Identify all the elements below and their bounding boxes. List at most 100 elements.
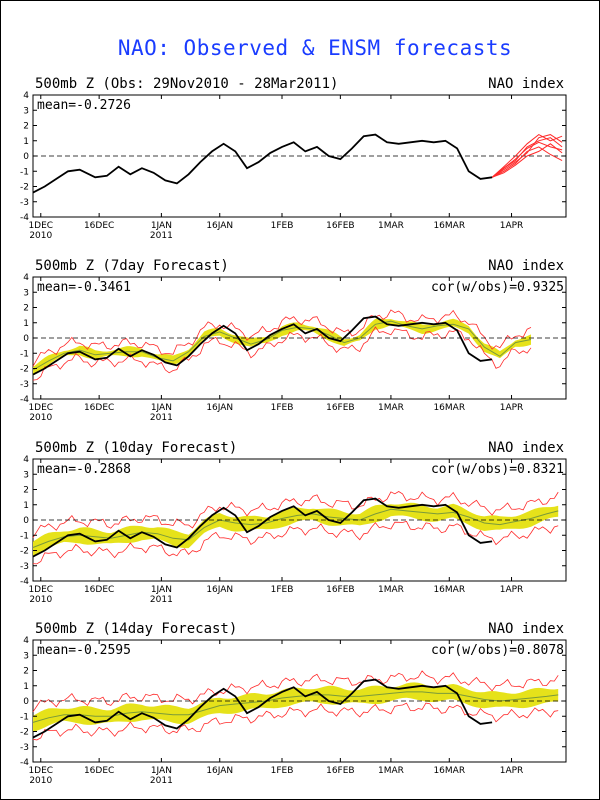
x-tick-label: 16MAR [433, 766, 465, 776]
x-tick-label: 1APR [500, 403, 524, 413]
panel-title: 500mb Z (Obs: 29Nov2010 - 28Mar2011) [35, 76, 338, 92]
x-tick-year: 2011 [150, 595, 173, 605]
y-tick-label: 1 [23, 501, 29, 511]
ensemble-member-line [491, 143, 563, 178]
x-tick-year: 2011 [150, 776, 173, 786]
y-tick-label: 2 [23, 667, 29, 677]
x-tick-label: 16JAN [206, 585, 233, 595]
y-tick-label: -3 [20, 198, 29, 208]
y-tick-label: -4 [20, 395, 29, 405]
y-tick-label: -3 [20, 743, 29, 753]
x-tick-label: 16FEB [326, 766, 355, 776]
y-tick-label: -1 [20, 349, 29, 359]
y-tick-label: -4 [20, 213, 29, 223]
y-tick-label: 3 [23, 106, 29, 116]
y-tick-label: 3 [23, 470, 29, 480]
x-tick-label: 16FEB [326, 585, 355, 595]
y-tick-label: 4 [23, 91, 29, 101]
y-tick-label: -4 [20, 577, 29, 587]
x-tick-label: 1DEC [28, 766, 53, 776]
y-tick-label: -2 [20, 365, 29, 375]
y-tick-label: 4 [23, 455, 29, 465]
main-title: NAO: Observed & ENSM forecasts [117, 36, 513, 60]
x-tick-label: 1FEB [271, 403, 294, 413]
panel-title: 500mb Z (10day Forecast) [35, 440, 237, 456]
x-tick-label: 16FEB [326, 403, 355, 413]
x-tick-label: 16DEC [84, 403, 114, 413]
x-tick-label: 1JAN [151, 221, 172, 231]
x-tick-label: 1DEC [28, 221, 53, 231]
y-tick-label: 3 [23, 288, 29, 298]
y-tick-label: -2 [20, 183, 29, 193]
y-tick-label: 0 [23, 334, 29, 344]
nao-index-label: NAO index [488, 440, 564, 456]
y-tick-label: 4 [23, 636, 29, 646]
ensemble-member-line [491, 134, 563, 178]
x-tick-label: 1FEB [271, 221, 294, 231]
ensemble-member-line [491, 134, 563, 178]
y-tick-label: 4 [23, 273, 29, 283]
x-tick-year: 2011 [150, 231, 173, 241]
y-tick-label: 2 [23, 122, 29, 132]
mean-annotation: mean=-0.3461 [37, 280, 131, 295]
ensemble-member-line [491, 146, 563, 178]
x-tick-label: 1JAN [151, 766, 172, 776]
y-tick-label: -1 [20, 712, 29, 722]
x-tick-label: 1APR [500, 766, 524, 776]
ensemble-member-line [491, 137, 563, 178]
x-tick-label: 16FEB [326, 221, 355, 231]
y-tick-label: -2 [20, 728, 29, 738]
x-tick-year: 2010 [29, 413, 52, 423]
mean-annotation: mean=-0.2595 [37, 643, 131, 658]
nao-index-label: NAO index [488, 258, 564, 274]
y-tick-label: 1 [23, 137, 29, 147]
observed-line [32, 678, 493, 739]
correlation-annotation: cor(w/obs)=0.8321 [431, 462, 564, 477]
y-tick-label: -1 [20, 531, 29, 541]
ensemble-mean-line [32, 508, 559, 548]
spread-band [33, 682, 559, 732]
mean-annotation: mean=-0.2726 [37, 98, 131, 113]
x-tick-label: 16DEC [84, 585, 114, 595]
x-tick-year: 2010 [29, 595, 52, 605]
envelope-line-lower [32, 520, 559, 565]
y-tick-label: -2 [20, 547, 29, 557]
y-tick-label: 0 [23, 516, 29, 526]
correlation-annotation: cor(w/obs)=0.9325 [431, 280, 564, 295]
x-tick-year: 2010 [29, 776, 52, 786]
x-tick-label: 1APR [500, 585, 524, 595]
observed-line [32, 133, 493, 194]
x-tick-label: 1MAR [378, 403, 404, 413]
x-tick-label: 1JAN [151, 403, 172, 413]
nao-index-label: NAO index [488, 76, 564, 92]
y-tick-label: 0 [23, 152, 29, 162]
y-tick-label: 3 [23, 651, 29, 661]
observed-line [32, 497, 493, 558]
nao-index-label: NAO index [488, 621, 564, 637]
envelope-line-upper [32, 670, 559, 713]
x-tick-label: 1MAR [378, 221, 404, 231]
y-tick-label: -3 [20, 380, 29, 390]
y-tick-label: -3 [20, 562, 29, 572]
envelope-line-lower [32, 326, 532, 381]
y-tick-label: 1 [23, 319, 29, 329]
spread-band [33, 502, 559, 556]
panel-title: 500mb Z (14day Forecast) [35, 621, 237, 637]
envelope-line-upper [32, 491, 559, 538]
x-tick-label: 1MAR [378, 585, 404, 595]
y-tick-label: 1 [23, 682, 29, 692]
mean-annotation: mean=-0.2868 [37, 462, 131, 477]
x-tick-label: 16DEC [84, 766, 114, 776]
x-tick-label: 1DEC [28, 585, 53, 595]
envelope-line-lower [32, 702, 559, 741]
x-tick-label: 1APR [500, 221, 524, 231]
x-tick-label: 16MAR [433, 221, 465, 231]
envelope-line-upper [32, 309, 532, 367]
x-tick-label: 1FEB [271, 766, 294, 776]
x-tick-label: 16JAN [206, 766, 233, 776]
x-tick-label: 16JAN [206, 221, 233, 231]
x-tick-label: 1MAR [378, 766, 404, 776]
x-tick-year: 2011 [150, 413, 173, 423]
x-tick-label: 1JAN [151, 585, 172, 595]
